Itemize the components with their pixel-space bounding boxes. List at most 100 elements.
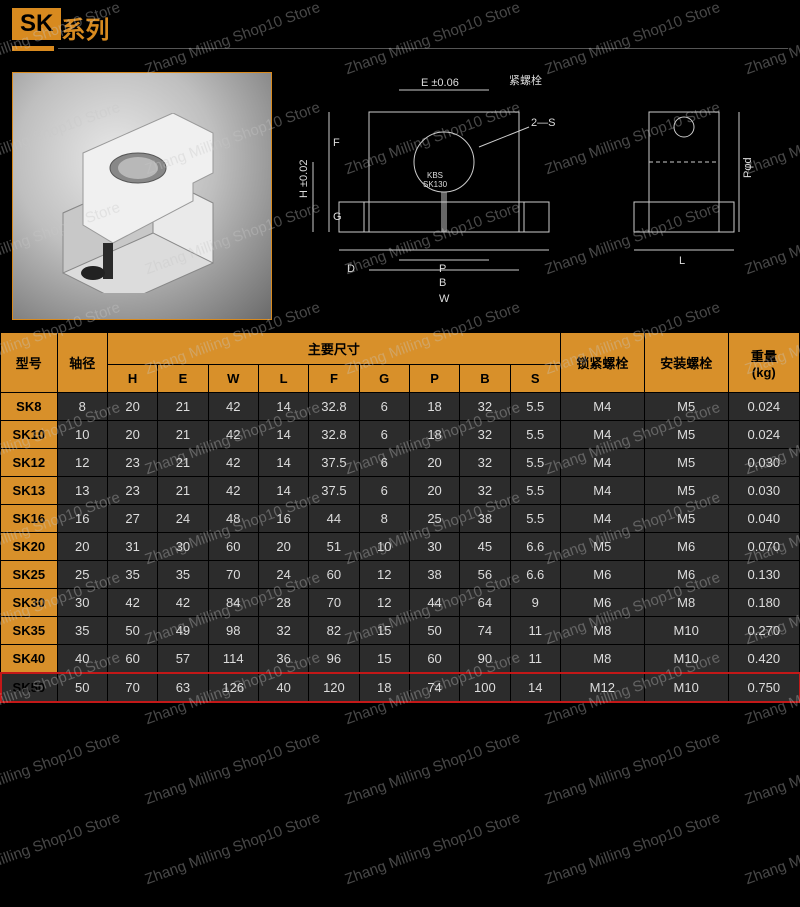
- cell-mountbolt: M5: [644, 505, 728, 533]
- cell-mountbolt: M5: [644, 449, 728, 477]
- cell-G: 12: [359, 589, 409, 617]
- cell-mountbolt: M6: [644, 533, 728, 561]
- dim-2S: 2—S: [531, 117, 555, 129]
- cell-shaft: 12: [57, 449, 107, 477]
- cell-weight: 0.420: [728, 645, 799, 674]
- cell-B: 90: [460, 645, 510, 674]
- cell-weight: 0.180: [728, 589, 799, 617]
- cell-mountbolt: M5: [644, 421, 728, 449]
- cell-F: 60: [309, 561, 359, 589]
- cell-P: 44: [409, 589, 459, 617]
- technical-drawings: E ±0.06 紧螺栓 F H ±0.02 G 2—S KBS SK130 P …: [290, 72, 788, 320]
- underline-accent: [12, 46, 54, 51]
- cell-S: 11: [510, 645, 560, 674]
- cell-L: 14: [258, 477, 308, 505]
- cell-G: 18: [359, 673, 409, 702]
- cell-E: 21: [158, 477, 208, 505]
- cell-shaft: 10: [57, 421, 107, 449]
- cell-weight: 0.130: [728, 561, 799, 589]
- table-head: 型号 轴径 主要尺寸 锁紧螺栓 安装螺栓 重量 (kg) HEWLFGPBS: [1, 333, 800, 393]
- dim-H: H ±0.02: [298, 160, 310, 198]
- cell-L: 14: [258, 393, 308, 421]
- cell-P: 18: [409, 393, 459, 421]
- cell-W: 42: [208, 477, 258, 505]
- table-row: SK252535357024601238566.6M6M60.130: [1, 561, 800, 589]
- table-row: SK202031306020511030456.6M5M60.070: [1, 533, 800, 561]
- cell-G: 6: [359, 393, 409, 421]
- th-col-F: F: [309, 365, 359, 393]
- cell-S: 5.5: [510, 421, 560, 449]
- cell-mountbolt: M10: [644, 673, 728, 702]
- cell-S: 14: [510, 673, 560, 702]
- cell-E: 35: [158, 561, 208, 589]
- watermark-text: Zhang Milling Shop10 Store: [143, 809, 323, 888]
- spec-table: 型号 轴径 主要尺寸 锁紧螺栓 安装螺栓 重量 (kg) HEWLFGPBS S…: [0, 332, 800, 702]
- cell-W: 42: [208, 393, 258, 421]
- cell-W: 42: [208, 449, 258, 477]
- table-row: SK13132321421437.5620325.5M4M50.030: [1, 477, 800, 505]
- cell-model: SK40: [1, 645, 58, 674]
- watermark-text: Zhang Milling Shop10 Store: [743, 729, 800, 808]
- dim-js: 紧螺栓: [509, 73, 542, 87]
- cell-weight: 0.040: [728, 505, 799, 533]
- dim-F: F: [333, 137, 340, 149]
- cell-H: 35: [107, 561, 157, 589]
- cell-weight: 0.024: [728, 421, 799, 449]
- cell-weight: 0.070: [728, 533, 799, 561]
- cell-F: 70: [309, 589, 359, 617]
- cell-model: SK16: [1, 505, 58, 533]
- cell-shaft: 25: [57, 561, 107, 589]
- cell-H: 70: [107, 673, 157, 702]
- cell-H: 27: [107, 505, 157, 533]
- cell-lockbolt: M8: [560, 645, 644, 674]
- cell-lockbolt: M4: [560, 477, 644, 505]
- th-mount-bolt: 安装螺栓: [644, 333, 728, 393]
- dim-D: D: [347, 263, 355, 275]
- cell-P: 60: [409, 645, 459, 674]
- th-col-S: S: [510, 365, 560, 393]
- cell-F: 37.5: [309, 449, 359, 477]
- cell-shaft: 40: [57, 645, 107, 674]
- cell-W: 98: [208, 617, 258, 645]
- cell-B: 32: [460, 421, 510, 449]
- cell-P: 38: [409, 561, 459, 589]
- cell-model: SK35: [1, 617, 58, 645]
- cell-F: 96: [309, 645, 359, 674]
- cell-S: 5.5: [510, 477, 560, 505]
- cell-L: 16: [258, 505, 308, 533]
- cell-G: 6: [359, 449, 409, 477]
- cell-lockbolt: M4: [560, 449, 644, 477]
- dim-P: P: [439, 263, 446, 275]
- cell-E: 63: [158, 673, 208, 702]
- underline-thin: [58, 48, 788, 49]
- cell-L: 28: [258, 589, 308, 617]
- cell-H: 31: [107, 533, 157, 561]
- spec-table-wrap: 型号 轴径 主要尺寸 锁紧螺栓 安装螺栓 重量 (kg) HEWLFGPBS S…: [0, 332, 800, 702]
- cell-lockbolt: M5: [560, 533, 644, 561]
- product-iso-render: [43, 113, 243, 293]
- cell-P: 20: [409, 449, 459, 477]
- cell-W: 114: [208, 645, 258, 674]
- th-col-G: G: [359, 365, 409, 393]
- table-row: SK40406057114369615609011M8M100.420: [1, 645, 800, 674]
- cell-model: SK30: [1, 589, 58, 617]
- sk-drawing-svg: E ±0.06 紧螺栓 F H ±0.02 G 2—S KBS SK130 P …: [290, 72, 788, 320]
- cell-shaft: 30: [57, 589, 107, 617]
- cell-lockbolt: M4: [560, 421, 644, 449]
- cell-mountbolt: M8: [644, 589, 728, 617]
- cell-H: 20: [107, 421, 157, 449]
- cell-shaft: 8: [57, 393, 107, 421]
- cell-L: 20: [258, 533, 308, 561]
- cell-S: 6.6: [510, 533, 560, 561]
- cell-B: 64: [460, 589, 510, 617]
- page-header: SK系列: [0, 0, 800, 60]
- cell-P: 25: [409, 505, 459, 533]
- cell-model: SK50: [1, 673, 58, 702]
- cell-S: 5.5: [510, 505, 560, 533]
- label-KBS: KBS: [427, 171, 443, 180]
- cell-weight: 0.750: [728, 673, 799, 702]
- cell-H: 20: [107, 393, 157, 421]
- th-col-E: E: [158, 365, 208, 393]
- cell-H: 23: [107, 477, 157, 505]
- cell-B: 38: [460, 505, 510, 533]
